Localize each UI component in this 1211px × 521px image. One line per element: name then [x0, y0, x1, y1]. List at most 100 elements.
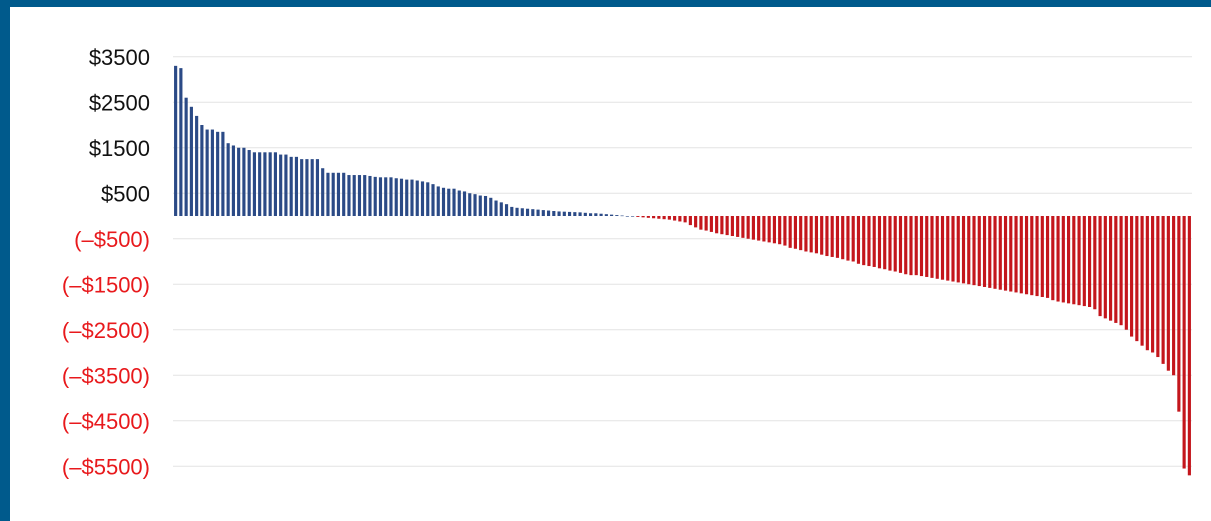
bar [1051, 216, 1055, 301]
bar [1172, 216, 1176, 376]
bar [441, 187, 446, 216]
bar [657, 216, 661, 219]
bar [1014, 216, 1018, 293]
bar [321, 168, 325, 216]
bar [1072, 216, 1076, 305]
bar [520, 208, 524, 216]
bar [625, 216, 629, 217]
bar [237, 147, 241, 216]
bar [1156, 216, 1160, 358]
bar [357, 175, 362, 216]
bar [720, 216, 724, 235]
bar [636, 216, 640, 217]
bar [263, 152, 267, 216]
bar [809, 216, 813, 253]
bar [604, 214, 608, 216]
bar [683, 216, 687, 223]
bar [583, 212, 587, 216]
bar [258, 152, 262, 216]
bar [846, 216, 850, 261]
bar [242, 147, 246, 216]
bar [1056, 216, 1060, 302]
bar [715, 216, 719, 234]
bar [195, 115, 199, 216]
bar [646, 216, 650, 218]
bar [946, 216, 950, 281]
bar [557, 211, 561, 216]
bar [483, 195, 488, 216]
bar [1077, 216, 1081, 306]
bar [804, 216, 808, 252]
bar [562, 211, 566, 216]
bar [226, 143, 230, 216]
bar [620, 215, 624, 217]
bar [951, 216, 955, 282]
y-tick-label: (–$1500) [62, 272, 150, 297]
bar [694, 216, 698, 228]
bar [888, 216, 892, 271]
bar [615, 215, 619, 216]
bar [578, 212, 582, 216]
bar [1098, 216, 1102, 317]
bar [394, 178, 398, 217]
bar [788, 216, 792, 248]
bar [825, 216, 829, 257]
bar [525, 208, 530, 216]
bar [300, 159, 304, 217]
bar [1119, 216, 1123, 326]
bar [1161, 216, 1165, 364]
bar [436, 186, 440, 216]
y-tick-label: (–$2500) [62, 318, 150, 343]
bar [1061, 216, 1065, 303]
bar [1109, 216, 1113, 321]
bar [252, 152, 256, 216]
bar [310, 159, 314, 217]
bar [814, 216, 819, 254]
bar [342, 172, 346, 217]
bar [746, 216, 750, 239]
bar [174, 65, 178, 216]
bar [914, 216, 918, 276]
bar [867, 216, 871, 267]
bar [1166, 216, 1170, 371]
bar [851, 216, 855, 262]
bar [415, 180, 419, 216]
bar [988, 216, 992, 288]
bar [1130, 216, 1134, 337]
bar [830, 216, 834, 257]
bar [1140, 216, 1144, 346]
bar [610, 214, 614, 216]
bar [294, 156, 299, 216]
bar [767, 216, 771, 243]
bar [468, 193, 472, 216]
bar [741, 216, 745, 238]
bar [1003, 216, 1008, 291]
bar [368, 175, 372, 216]
bar [799, 216, 803, 251]
bar [967, 216, 971, 285]
bar [504, 204, 509, 216]
y-tick-label: (–$3500) [62, 363, 150, 388]
bar [862, 216, 866, 266]
bar [378, 177, 383, 216]
bar [326, 172, 330, 217]
bar [546, 210, 551, 216]
bar [688, 216, 692, 226]
bar [552, 211, 556, 216]
bar [757, 216, 761, 241]
bar [678, 216, 682, 222]
bar [420, 181, 425, 216]
bar [189, 106, 193, 216]
bar [641, 216, 645, 218]
bar [1088, 216, 1092, 307]
bar [384, 177, 388, 216]
bar [599, 213, 603, 216]
bar [315, 159, 320, 217]
bar [1135, 216, 1139, 342]
bar [1035, 216, 1039, 297]
bar [1024, 216, 1029, 295]
bar [877, 216, 882, 269]
bar [473, 194, 477, 216]
y-tick-label: $2500 [89, 90, 150, 115]
bar [184, 97, 188, 216]
